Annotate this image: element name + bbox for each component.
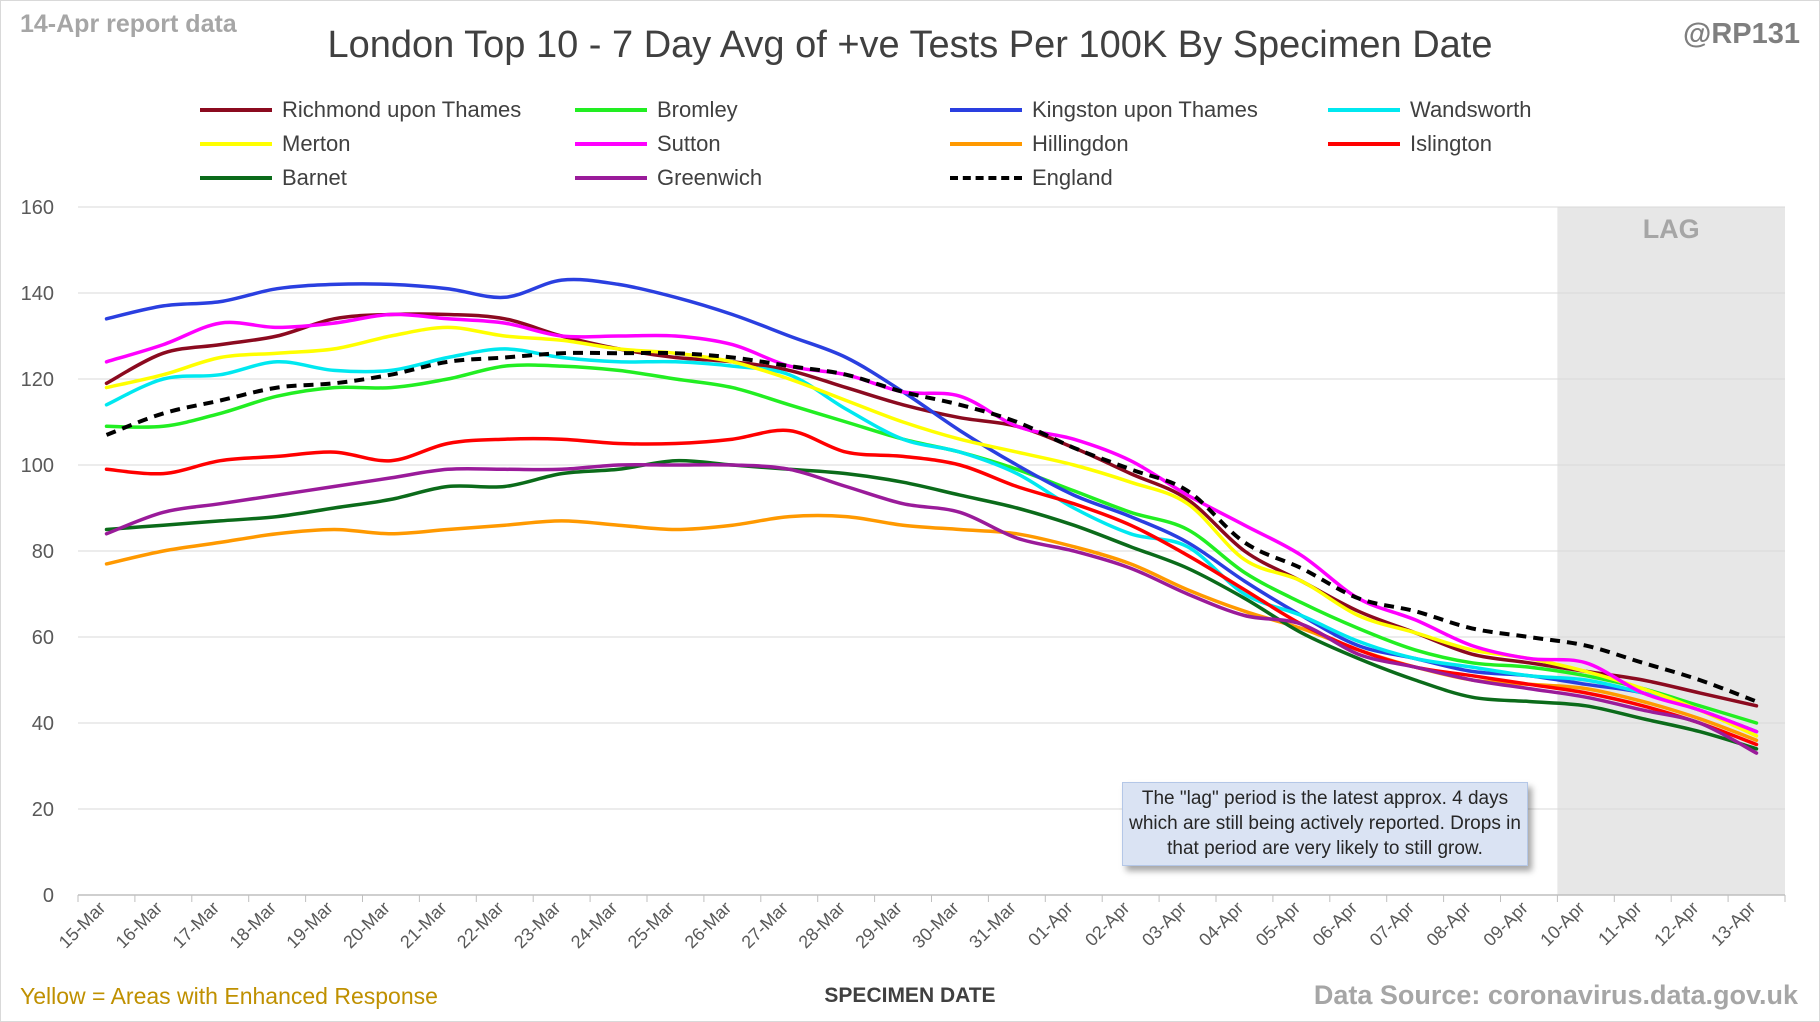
x-tick-label: 04-Apr xyxy=(1195,898,1247,950)
y-tick-label: 60 xyxy=(32,627,54,649)
data-source: Data Source: coronavirus.data.gov.uk xyxy=(1313,980,1798,1010)
x-tick-label: 22-Mar xyxy=(453,898,507,952)
x-axis-title: SPECIMEN DATE xyxy=(824,984,996,1007)
x-tick-label: 26-Mar xyxy=(681,898,735,952)
series-line-hillingdon xyxy=(104,513,1759,742)
lag-label: LAG xyxy=(1643,214,1700,244)
y-tick-label: 40 xyxy=(32,713,54,735)
y-tick-label: 120 xyxy=(21,369,54,391)
legend-item: Hillingdon xyxy=(950,129,1129,159)
x-tick-label: 30-Mar xyxy=(908,898,962,952)
legend-item: Bromley xyxy=(575,95,738,125)
y-tick-label: 140 xyxy=(21,283,54,305)
legend-swatch xyxy=(575,176,647,180)
series-line-islington xyxy=(104,428,1759,747)
x-tick-label: 15-Mar xyxy=(55,898,109,952)
chart-title: London Top 10 - 7 Day Avg of +ve Tests P… xyxy=(327,24,1493,66)
author-handle: @RP131 xyxy=(1683,18,1800,50)
legend-label: Barnet xyxy=(282,165,347,190)
legend-swatch xyxy=(1328,142,1400,146)
series-line-bromley xyxy=(104,363,1759,725)
x-tick-label: 03-Apr xyxy=(1138,898,1190,950)
series-line-greenwich xyxy=(104,462,1759,755)
legend-label: England xyxy=(1032,165,1113,190)
y-tick-label: 20 xyxy=(32,799,54,821)
x-tick-label: 31-Mar xyxy=(965,898,1019,952)
x-tick-label: 13-Apr xyxy=(1707,898,1759,950)
legend-item: Merton xyxy=(200,129,350,159)
legend-label: Kingston upon Thames xyxy=(1032,97,1258,122)
x-tick-label: 02-Apr xyxy=(1081,898,1133,950)
x-tick-label: 25-Mar xyxy=(624,898,678,952)
report-date-tag: 14-Apr report data xyxy=(20,10,237,38)
legend-swatch xyxy=(950,176,1022,180)
x-tick-label: 05-Apr xyxy=(1252,898,1304,950)
x-tick-label: 28-Mar xyxy=(795,898,849,952)
x-tick-label: 29-Mar xyxy=(851,898,905,952)
x-tick-label: 23-Mar xyxy=(510,898,564,952)
x-tick-label: 08-Apr xyxy=(1423,898,1475,950)
series-line-sutton xyxy=(104,312,1759,734)
legend-swatch xyxy=(950,108,1022,112)
legend-item: Islington xyxy=(1328,129,1492,159)
legend-item: England xyxy=(950,163,1113,193)
legend-swatch xyxy=(575,108,647,112)
legend-label: Islington xyxy=(1410,131,1492,156)
legend-label: Hillingdon xyxy=(1032,131,1129,156)
legend-swatch xyxy=(1328,108,1400,112)
legend-label: Richmond upon Thames xyxy=(282,97,522,122)
x-tick-label: 20-Mar xyxy=(339,898,393,952)
legend-swatch xyxy=(200,176,272,180)
y-tick-label: 0 xyxy=(43,885,54,907)
legend-label: Bromley xyxy=(657,97,738,122)
legend-swatch xyxy=(950,142,1022,146)
series-line-wandsworth xyxy=(104,347,1759,734)
x-tick-label: 18-Mar xyxy=(226,898,280,952)
legend-label: Sutton xyxy=(657,131,721,156)
enhanced-response-note: Yellow = Areas with Enhanced Response xyxy=(20,983,438,1009)
legend-label: Merton xyxy=(282,131,351,156)
legend-label: Greenwich xyxy=(657,165,763,190)
legend-item: Sutton xyxy=(575,129,721,159)
x-tick-label: 24-Mar xyxy=(567,898,621,952)
series-line-merton xyxy=(104,325,1759,738)
x-tick-label: 17-Mar xyxy=(169,898,223,952)
y-tick-label: 80 xyxy=(32,541,54,563)
x-tick-label: 07-Apr xyxy=(1366,898,1418,950)
chart-legend: Richmond upon Thames Bromley Kingston upon… xyxy=(200,95,1660,205)
legend-item: Richmond upon Thames xyxy=(200,95,521,125)
x-tick-label: 19-Mar xyxy=(282,898,336,952)
x-tick-label: 16-Mar xyxy=(112,898,166,952)
x-tick-label: 09-Apr xyxy=(1479,898,1531,950)
series-line-barnet xyxy=(104,458,1759,751)
x-tick-label: 21-Mar xyxy=(396,898,450,952)
x-tick-label: 01-Apr xyxy=(1024,898,1076,950)
series-line-england xyxy=(105,350,1758,704)
x-tick-label: 27-Mar xyxy=(738,898,792,952)
legend-label: Wandsworth xyxy=(1410,97,1532,122)
x-tick-label: 10-Apr xyxy=(1536,898,1588,950)
legend-swatch xyxy=(200,108,272,112)
legend-item: Wandsworth xyxy=(1328,95,1531,125)
legend-item: Greenwich xyxy=(575,163,762,193)
lag-note: The "lag" period is the latest approx. 4… xyxy=(1122,782,1528,866)
series-line-kingston-upon-thames xyxy=(104,277,1759,734)
x-tick-label: 06-Apr xyxy=(1309,898,1361,950)
legend-item: Barnet xyxy=(200,163,347,193)
x-tick-label: 12-Apr xyxy=(1650,898,1702,950)
y-tick-label: 100 xyxy=(21,455,54,477)
legend-item: Kingston upon Thames xyxy=(950,95,1258,125)
y-tick-label: 160 xyxy=(21,197,54,219)
legend-swatch xyxy=(200,142,272,146)
legend-swatch xyxy=(575,142,647,146)
x-tick-label: 11-Apr xyxy=(1594,898,1645,949)
